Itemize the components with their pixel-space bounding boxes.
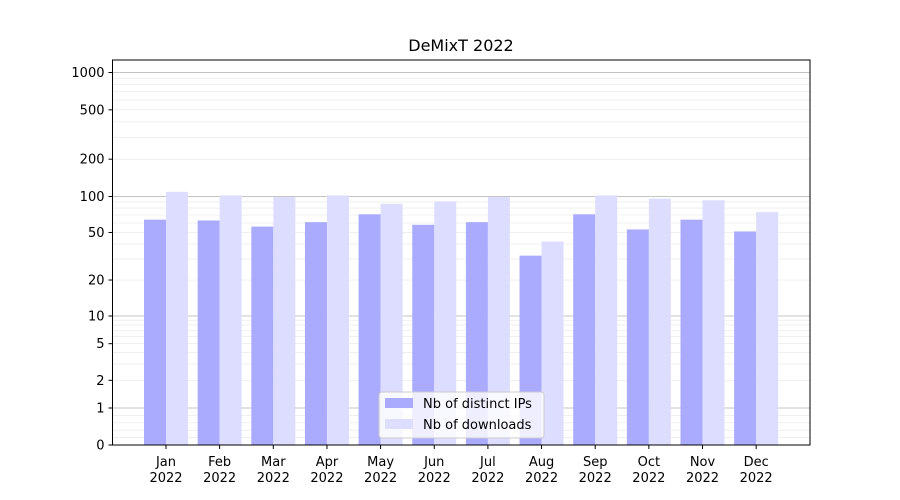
plot-frame [112,59,811,446]
bar-distinct-ips [626,229,649,445]
bar-downloads [541,241,564,445]
x-tick-label: Apr 2022 [310,455,343,486]
bar-downloads [756,212,779,445]
legend-label: Nb of downloads [423,418,532,433]
bar-distinct-ips [573,214,596,445]
y-tick-label: 1 [96,402,104,417]
bar-downloads [487,197,510,445]
bar-distinct-ips [144,219,166,445]
y-axis: 0 1 2 5 10 20 50 100 200 500 1000 [71,66,113,454]
bar-downloads [434,201,457,445]
x-tick-label: Jul 2022 [471,455,504,486]
x-tick-label: Jan 2022 [149,455,182,486]
chart-title: DeMixT 2022 [408,36,513,55]
y-tick-label: 0 [96,439,104,454]
x-tick-label: Sep 2022 [579,455,612,486]
bar-downloads [166,191,188,445]
legend: Nb of distinct IPs Nb of downloads [378,391,545,439]
bar-downloads [273,197,296,445]
legend-label: Nb of distinct IPs [423,397,532,412]
x-tick-label: Jun 2022 [418,455,451,486]
bar-downloads [648,198,671,445]
bar-distinct-ips [412,224,435,445]
x-tick-label: Nov 2022 [686,455,719,486]
x-tick-label: Oct 2022 [632,455,665,486]
bar-distinct-ips [304,222,327,445]
bar-distinct-ips [197,220,220,445]
bar-distinct-ips [251,226,274,445]
legend-swatch [385,398,413,408]
legend-swatch [385,419,413,429]
legend-box [378,391,545,439]
y-tick-label: 5 [96,337,104,352]
bar-distinct-ips [358,214,381,445]
x-tick-label: Aug 2022 [525,455,558,486]
x-tick-label: Feb 2022 [203,455,236,486]
y-tick-label: 1000 [71,66,104,81]
y-tick-label: 10 [88,310,105,325]
bar-downloads [595,195,618,445]
bar-distinct-ips [734,231,757,445]
x-tick-label: May 2022 [364,455,397,486]
x-tick-label: Dec 2022 [740,455,773,486]
bar-distinct-ips [465,222,488,445]
bar-distinct-ips [680,219,703,445]
y-tick-label: 50 [88,226,105,241]
y-tick-label: 200 [80,153,105,168]
x-axis: Jan 2022 Feb 2022 Mar 2022 Apr 2022 May 2022 Jun 20… [149,445,773,486]
bar-downloads [380,203,403,445]
bar-downloads [219,195,242,445]
y-tick-label: 500 [80,103,105,118]
y-tick-label: 20 [88,274,105,289]
bar-downloads [702,200,725,445]
bar-downloads [326,195,349,445]
y-tick-label: 2 [96,374,104,389]
y-tick-label: 100 [80,190,105,205]
x-tick-label: Mar 2022 [257,455,290,486]
